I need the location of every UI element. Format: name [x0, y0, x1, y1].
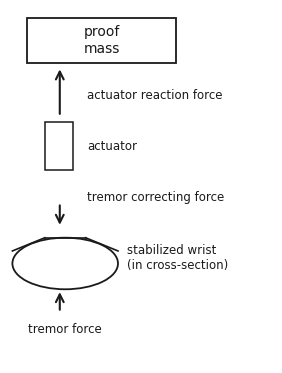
Text: actuator: actuator — [87, 140, 137, 153]
Text: tremor correcting force: tremor correcting force — [87, 191, 224, 204]
Bar — [27, 18, 176, 63]
Text: stabilized wrist
(in cross-section): stabilized wrist (in cross-section) — [127, 244, 229, 272]
Bar — [45, 122, 73, 170]
Text: proof
mass: proof mass — [83, 25, 120, 56]
Text: tremor force: tremor force — [28, 323, 102, 336]
Text: actuator reaction force: actuator reaction force — [87, 89, 222, 102]
Ellipse shape — [12, 238, 118, 289]
